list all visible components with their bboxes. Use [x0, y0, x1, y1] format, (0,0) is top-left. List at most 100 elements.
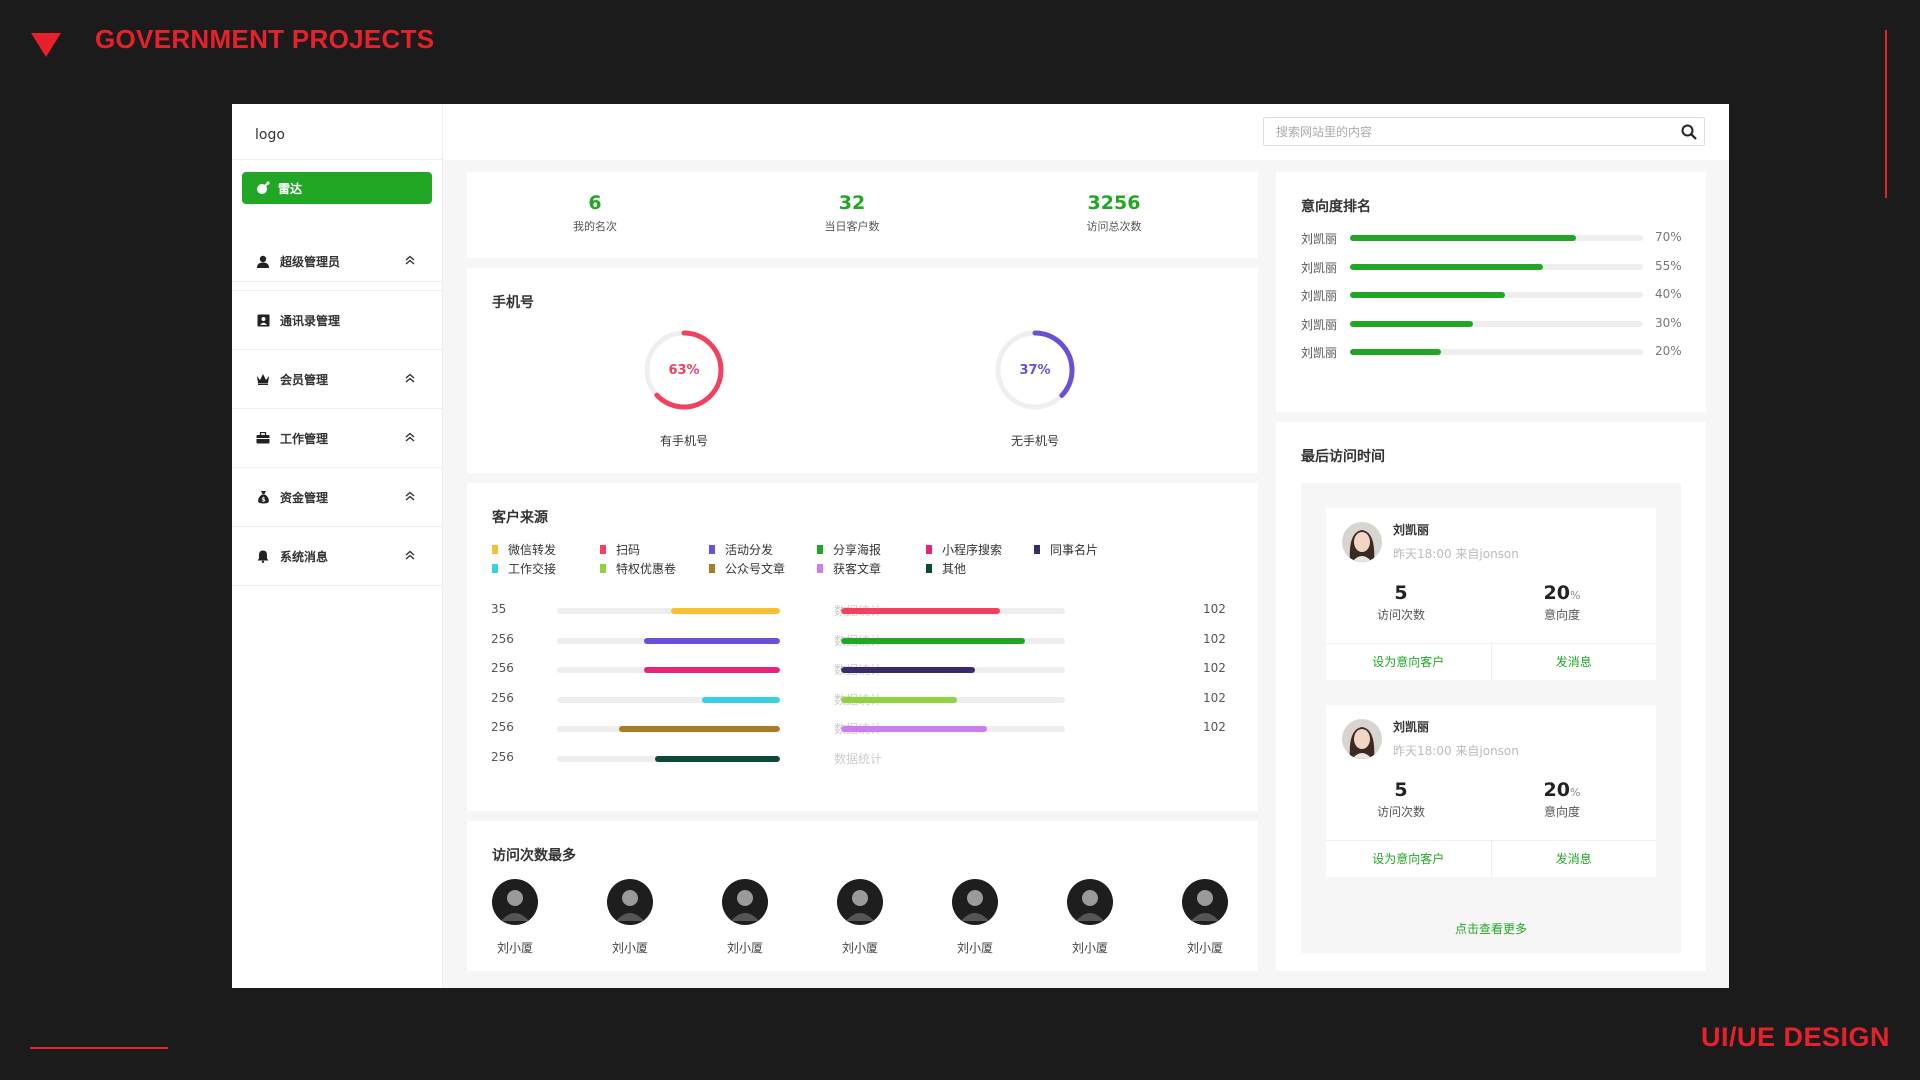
- sidebar-item-label: 超级管理员: [280, 254, 341, 269]
- chevron-up-icon[interactable]: [404, 372, 418, 386]
- logo: logo: [232, 104, 442, 160]
- chevron-up-icon[interactable]: [404, 549, 418, 563]
- ranking-bar: [1350, 349, 1441, 355]
- source-row: 35数据统计102: [491, 602, 1235, 622]
- gauge-label: 有手机号: [659, 434, 708, 448]
- source-right-value: 102: [1203, 690, 1226, 705]
- right-track: [841, 608, 1065, 614]
- intent-stat: 20% 意向度: [1502, 582, 1622, 623]
- visitor-name: 刘小厦: [956, 941, 993, 955]
- card-title: 客户来源: [492, 510, 548, 526]
- legend-label: 工作交接: [508, 562, 557, 576]
- send-message-button[interactable]: 发消息: [1490, 841, 1657, 877]
- visit-card-name: 刘凯丽: [1393, 720, 1430, 734]
- ranking-row: 刘凯丽 40%: [1301, 287, 1685, 303]
- intent-value: 20: [1543, 779, 1570, 801]
- visit-count-stat: 5 访问次数: [1341, 779, 1461, 820]
- send-message-button[interactable]: 发消息: [1490, 644, 1657, 680]
- visitor-item[interactable]: 刘小厦: [1175, 879, 1235, 956]
- visitor-item[interactable]: 刘小厦: [1060, 879, 1120, 956]
- contacts-icon: [256, 313, 270, 327]
- user-icon: [256, 254, 270, 268]
- gauge-value: 63%: [668, 363, 699, 378]
- legend-label: 获客文章: [833, 562, 882, 576]
- visitor-item[interactable]: 刘小厦: [945, 879, 1005, 956]
- app-window: logo 雷达 超级管理员: [232, 104, 1729, 988]
- visitor-item[interactable]: 刘小厦: [830, 879, 890, 956]
- legend-item: 工作交接: [492, 560, 556, 577]
- visitor-item[interactable]: 刘小厦: [600, 879, 660, 956]
- legend-item: 特权优惠卷: [600, 560, 676, 577]
- sidebar-item-radar[interactable]: 雷达: [242, 172, 432, 204]
- stat-value: 5: [1394, 779, 1408, 801]
- legend-swatch: [926, 545, 932, 554]
- set-intent-button[interactable]: 设为意向客户: [1372, 655, 1445, 669]
- source-row: 256数据统计102: [491, 632, 1235, 652]
- visitor-name: 刘小厦: [611, 941, 648, 955]
- avatar[interactable]: [1067, 879, 1113, 925]
- visitor-name: 刘小厦: [726, 941, 763, 955]
- avatar-icon: [837, 879, 883, 925]
- visitor-item[interactable]: 刘小厦: [485, 879, 545, 956]
- avatar-icon: [1182, 879, 1228, 925]
- ranking-name: 刘凯丽: [1301, 232, 1338, 246]
- legend-item: 其他: [926, 560, 966, 577]
- sidebar-item-contacts[interactable]: 通讯录管理: [232, 291, 442, 350]
- left-bar: [655, 755, 780, 762]
- chevron-up-icon[interactable]: [404, 490, 418, 504]
- sidebar-item-messages[interactable]: 系统消息: [232, 527, 442, 586]
- frame-footer: UI/UE DESIGN: [1700, 1022, 1890, 1052]
- chevron-up-icon[interactable]: [404, 431, 418, 445]
- chevron-up-icon[interactable]: [404, 254, 418, 268]
- right-track: [841, 667, 1065, 673]
- sidebar-item-funds[interactable]: $ 资金管理: [232, 468, 442, 527]
- avatar[interactable]: [837, 879, 883, 925]
- legend-label: 特权优惠卷: [616, 562, 677, 576]
- ranking-percent: 20%: [1655, 344, 1682, 358]
- legend-label: 同事名片: [1050, 543, 1099, 557]
- source-card: 客户来源 微信转发 扫码 活动分发 分享海报 小程序搜索 同事名片 工作交接 特权优惠卷 公众号…: [467, 483, 1258, 811]
- avatar[interactable]: [607, 879, 653, 925]
- avatar-icon: [952, 879, 998, 925]
- right-track: [841, 726, 1065, 732]
- legend-swatch: [817, 564, 823, 573]
- search-input[interactable]: [1264, 118, 1674, 145]
- ranking-name: 刘凯丽: [1301, 289, 1338, 303]
- card-title: 访问次数最多: [492, 848, 576, 864]
- source-row: 256数据统计102: [491, 720, 1235, 740]
- legend-label: 分享海报: [833, 543, 882, 557]
- set-intent-button[interactable]: 设为意向客户: [1372, 852, 1445, 866]
- left-track: [557, 755, 780, 762]
- avatar[interactable]: [1182, 879, 1228, 925]
- source-left-value: 256: [491, 749, 514, 764]
- ranking-row: 刘凯丽 20%: [1301, 344, 1685, 360]
- legend-item: 小程序搜索: [926, 541, 1002, 558]
- sidebar-item-label: 工作管理: [280, 431, 329, 446]
- right-track: [841, 696, 1065, 703]
- legend-item: 扫码: [600, 541, 640, 558]
- stat-daily-customers: 32 当日客户数: [782, 192, 922, 234]
- visitor-item[interactable]: 刘小厦: [715, 879, 775, 956]
- phone-gauge-has: 63%: [644, 330, 724, 410]
- legend-item: 活动分发: [709, 541, 773, 558]
- sidebar-active-wrap: 雷达: [232, 172, 442, 282]
- ranking-row: 刘凯丽 30%: [1301, 316, 1685, 332]
- avatar[interactable]: [952, 879, 998, 925]
- top-bar: [443, 104, 1729, 160]
- legend-label: 扫码: [616, 543, 641, 557]
- visitor-name: 刘小厦: [1186, 941, 1223, 955]
- avatar[interactable]: [722, 879, 768, 925]
- search-icon[interactable]: [1674, 118, 1704, 145]
- legend-label: 微信转发: [508, 543, 557, 557]
- visitor-name: 刘小厦: [1071, 941, 1108, 955]
- sidebar-item-work[interactable]: 工作管理: [232, 409, 442, 468]
- sidebar-item-super-admin[interactable]: 超级管理员: [232, 232, 442, 291]
- stat-rank: 6 我的名次: [525, 192, 665, 234]
- legend-swatch: [817, 545, 823, 554]
- stat-total-visits: 3256 访问总次数: [1044, 192, 1184, 234]
- view-more-link[interactable]: 点击查看更多: [1454, 922, 1527, 936]
- visit-card: 刘凯丽 昨天18:00 来自jonson 5 访问次数 20% 意向度 设为意向客户 发消息: [1326, 705, 1656, 877]
- avatar[interactable]: [492, 879, 538, 925]
- avatar-icon: [1067, 879, 1113, 925]
- sidebar-item-members[interactable]: 会员管理: [232, 350, 442, 409]
